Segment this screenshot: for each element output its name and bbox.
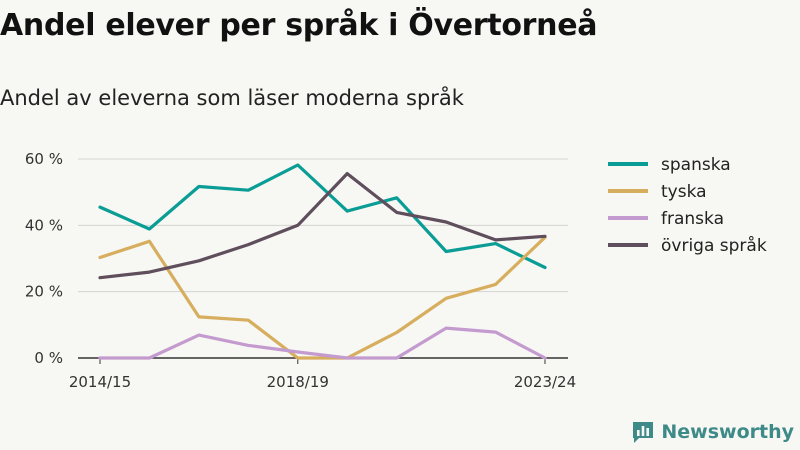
legend-label: franska: [661, 209, 724, 229]
x-tick-label: 2018/19: [267, 373, 329, 391]
series-line-tyska: [98, 235, 547, 360]
legend-label: tyska: [661, 182, 707, 202]
axes: 0 % 20 % 40 % 60 % 2014/15 2018/19 2023/24: [25, 150, 576, 391]
series-line-spanska: [98, 163, 547, 270]
y-tick-label: 40 %: [25, 216, 63, 234]
series-line-franska: [98, 326, 547, 360]
x-tick-label: 2023/24: [514, 373, 576, 391]
x-tick-label: 2014/15: [69, 373, 131, 391]
series-line-övriga-språk: [98, 172, 547, 280]
legend-label: övriga språk: [661, 235, 767, 256]
chart-subtitle: Andel av eleverna som läser moderna språ…: [0, 86, 464, 110]
chart-title: Andel elever per språk i Övertorneå: [0, 8, 598, 43]
brand-name: Newsworthy: [661, 421, 794, 443]
y-tick-label: 60 %: [25, 150, 63, 168]
series-lines: [98, 163, 547, 360]
legend: spanska tyska franska övriga språk: [608, 155, 767, 256]
y-tick-label: 0 %: [34, 349, 63, 367]
newsworthy-logo-icon: [633, 422, 654, 443]
grid: [78, 158, 568, 293]
legend-label: spanska: [661, 155, 731, 175]
brand: Newsworthy: [631, 420, 794, 444]
y-tick-label: 20 %: [25, 283, 63, 301]
